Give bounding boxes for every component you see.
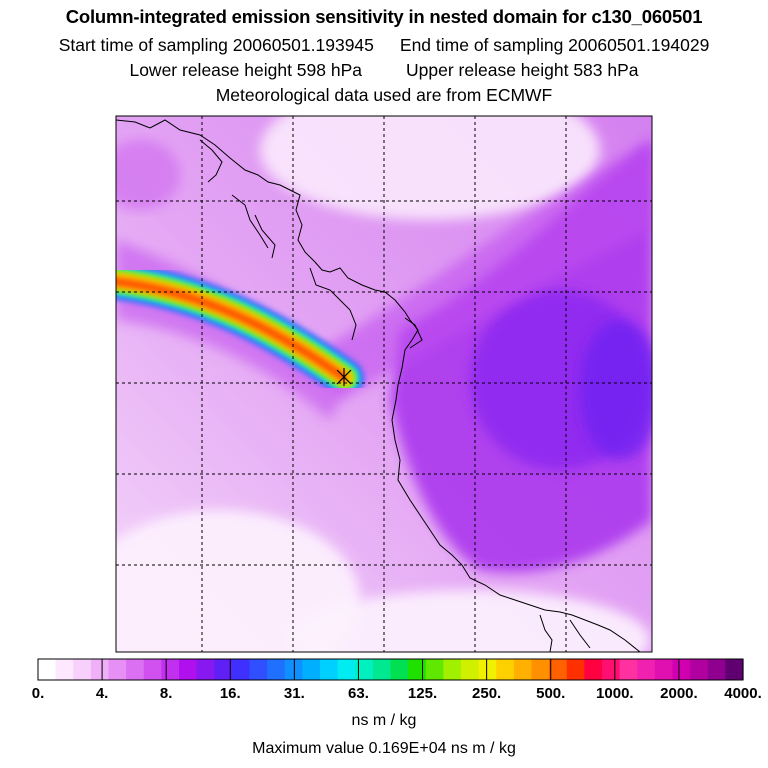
colorbar — [37, 658, 744, 681]
colorbar-swatch — [267, 659, 286, 680]
coastline — [116, 119, 641, 652]
colorbar-swatch — [55, 659, 74, 680]
colorbar-swatch — [566, 659, 585, 680]
colorbar-swatch — [249, 659, 268, 680]
colorbar-swatch — [549, 659, 568, 680]
colorbar-tick-label: 500. — [536, 685, 566, 702]
colorbar-swatch — [443, 659, 462, 680]
max-value-label: Maximum value 0.169E+04 ns m / kg — [252, 740, 516, 757]
map-field — [116, 116, 652, 652]
lower-release-label: Lower release height 598 hPa — [129, 60, 362, 80]
units-label: ns m / kg — [351, 712, 417, 729]
colorbar-swatch — [196, 659, 215, 680]
colorbar-swatch — [179, 659, 198, 680]
colorbar-swatch — [672, 659, 691, 680]
colorbar-tick-label: 63. — [348, 685, 369, 702]
plume — [116, 261, 364, 397]
colorbar-tick-label: 16. — [219, 685, 241, 702]
colorbar-swatch — [108, 659, 127, 680]
colorbar-swatch — [320, 659, 339, 680]
colorbar-swatch — [73, 659, 92, 680]
colorbar-tick-label: 8. — [159, 685, 173, 702]
transport-band — [300, 140, 652, 400]
colorbar-swatch — [214, 659, 233, 680]
colorbar-swatch — [425, 659, 444, 680]
colorbar-swatch — [372, 659, 392, 680]
patch-northwest — [116, 140, 180, 210]
light-region-south — [116, 510, 360, 652]
upper-release-label: Upper release height 583 hPa — [406, 60, 639, 80]
map-frame — [115, 115, 653, 653]
colorbar-tick-label: 4000. — [724, 685, 762, 702]
colorbar-tick-label: 0. — [31, 685, 45, 702]
colorbar-tick-label: 4. — [95, 685, 109, 702]
light-region-southeast — [290, 590, 650, 652]
met-data-label: Meteorological data used are from ECMWF — [215, 85, 553, 105]
colorbar-tick-label: 31. — [283, 685, 305, 702]
colorbar-swatch — [725, 659, 744, 680]
cross-icon — [336, 368, 352, 386]
colorbar-swatch — [143, 659, 162, 680]
colorbar-swatch — [461, 659, 480, 680]
graticule — [116, 116, 652, 652]
colorbar-swatch — [619, 659, 638, 680]
colorbar-tick-label: 125. — [407, 685, 438, 702]
colorbar-tick-label: 250. — [472, 685, 502, 702]
colorbar-swatch — [654, 659, 674, 680]
colorbar-swatch — [531, 659, 550, 680]
colorbar-swatch — [38, 659, 57, 680]
colorbar-swatch — [496, 659, 515, 680]
colorbar-swatch — [231, 659, 251, 680]
colorbar-swatch — [390, 659, 409, 680]
colorbar-tick-label: 2000. — [660, 685, 698, 702]
colorbar-swatch — [90, 659, 110, 680]
light-region-north — [260, 116, 600, 220]
colorbar-swatch — [408, 659, 427, 680]
colorbar-swatch — [637, 659, 656, 680]
colorbar-swatch — [690, 659, 709, 680]
colorbar-swatch — [602, 659, 621, 680]
plume-core — [116, 277, 347, 381]
release-heights: Lower release height 598 hPa Upper releas… — [0, 60, 768, 81]
colorbar-swatch — [478, 659, 497, 680]
colorbar-swatch — [584, 659, 603, 680]
start-time-label: Start time of sampling 20060501.193945 — [58, 35, 374, 55]
sampling-times: Start time of sampling 20060501.193945 En… — [0, 35, 768, 56]
colorbar-swatch — [337, 659, 356, 680]
colorbar-swatch — [355, 659, 374, 680]
peak-region-east-edge — [580, 320, 652, 460]
colorbar-swatch — [161, 659, 180, 680]
colorbar-swatch — [707, 659, 726, 680]
colorbar-swatch — [126, 659, 145, 680]
colorbar-frame — [37, 658, 744, 681]
colorbar-tick-label: 1000. — [596, 685, 634, 702]
end-time-label: End time of sampling 20060501.194029 — [399, 35, 710, 55]
title: Column-integrated emission sensitivity i… — [65, 6, 703, 27]
colorbar-swatch — [513, 659, 533, 680]
colorbar-swatch — [302, 659, 321, 680]
